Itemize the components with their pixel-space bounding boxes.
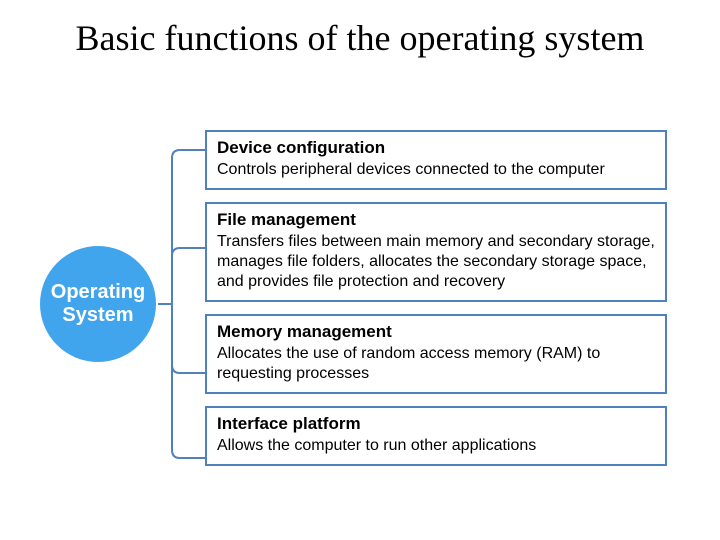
function-title: Memory management bbox=[217, 322, 655, 342]
function-box-interface-platform: Interface platform Allows the computer t… bbox=[205, 406, 667, 466]
connector-path-0 bbox=[158, 150, 205, 304]
function-title: File management bbox=[217, 210, 655, 230]
function-desc: Allocates the use of random access memor… bbox=[217, 344, 655, 384]
function-desc: Controls peripheral devices connected to… bbox=[217, 160, 655, 180]
function-desc: Transfers files between main memory and … bbox=[217, 232, 655, 292]
slide-title: Basic functions of the operating system bbox=[0, 18, 720, 59]
slide: Basic functions of the operating system … bbox=[0, 0, 720, 540]
connector-path-1 bbox=[158, 248, 205, 304]
function-title: Device configuration bbox=[217, 138, 655, 158]
hub-label: Operating System bbox=[46, 281, 150, 327]
connector-path-3 bbox=[158, 304, 205, 458]
function-box-file-mgmt: File management Transfers files between … bbox=[205, 202, 667, 302]
function-boxes: Device configuration Controls peripheral… bbox=[205, 130, 667, 466]
function-box-memory-mgmt: Memory management Allocates the use of r… bbox=[205, 314, 667, 394]
connector-path-2 bbox=[158, 304, 205, 373]
function-box-device-config: Device configuration Controls peripheral… bbox=[205, 130, 667, 190]
function-title: Interface platform bbox=[217, 414, 655, 434]
function-desc: Allows the computer to run other applica… bbox=[217, 436, 655, 456]
hub-circle: Operating System bbox=[40, 246, 156, 362]
